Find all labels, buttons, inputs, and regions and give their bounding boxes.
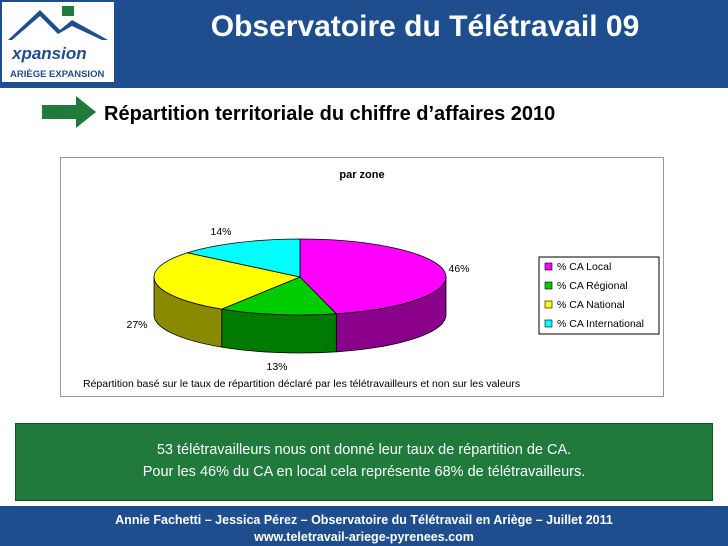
info-line-1: 53 télétravailleurs nous ont donné leur … — [156, 442, 572, 458]
legend-label-2: % CA Régional — [557, 280, 628, 292]
chart-title: par zone — [339, 169, 384, 181]
chart-legend: % CA Local % CA Régional % CA National % CA… — [538, 256, 660, 335]
pie-slice-1 — [299, 238, 447, 315]
chart-frame: par zone 46% 13% 27% 14% % CA Local % CA Rég… — [60, 157, 664, 397]
legend-label-4: % CA International — [557, 318, 644, 330]
legend-swatch-4 — [544, 319, 553, 328]
data-label-4: 14% — [210, 226, 231, 238]
logo-subtitle: ARIÈGE EXPANSION — [10, 69, 105, 80]
page-title: Observatoire du Télétravail 09 — [210, 10, 640, 43]
legend-swatch-3 — [544, 300, 553, 309]
chart-note: Répartition basé sur le taux de répartit… — [83, 378, 520, 390]
legend-label-3: % CA National — [557, 299, 625, 311]
data-label-3: 27% — [126, 319, 147, 331]
header-bar: xpansion ARIÈGE EXPANSION Observatoire d… — [0, 0, 728, 88]
pie-slice-3 — [153, 252, 302, 310]
footer-bar: Annie Fachetti – Jessica Pérez – Observa… — [0, 506, 728, 546]
pie-side-2 — [221, 308, 337, 354]
info-box: 53 télétravailleurs nous ont donné leur … — [15, 423, 713, 501]
pie-slice-2 — [220, 276, 338, 316]
slide-subtitle: Répartition territoriale du chiffre d’af… — [104, 103, 556, 125]
data-label-2: 13% — [266, 361, 287, 373]
pie-slice-4 — [185, 238, 301, 278]
footer-credits: Annie Fachetti – Jessica Pérez – Observa… — [115, 513, 613, 527]
logo-mountain-icon — [8, 6, 108, 40]
legend-swatch-2 — [544, 281, 553, 290]
footer-url[interactable]: www.teletravail-ariege-pyrenees.com — [254, 530, 474, 544]
legend-swatch-1 — [544, 262, 553, 271]
data-label-1: 46% — [448, 263, 469, 275]
green-arrow-icon — [42, 96, 96, 128]
ariege-expansion-logo: xpansion ARIÈGE EXPANSION — [2, 2, 114, 82]
logo-word: xpansion — [12, 44, 87, 63]
legend-label-1: % CA Local — [557, 261, 611, 273]
pie-chart: par zone 46% 13% 27% 14% % CA Local % CA Rég… — [83, 169, 660, 390]
info-line-2: Pour les 46% du CA en local cela représe… — [142, 464, 586, 480]
